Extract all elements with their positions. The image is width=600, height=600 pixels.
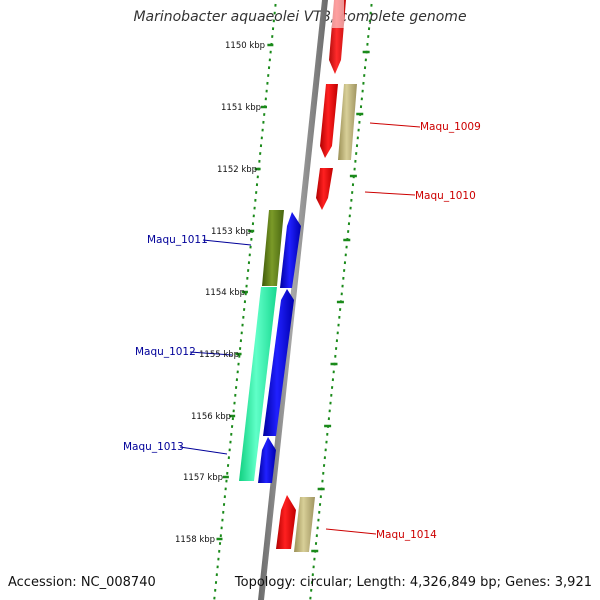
accession-text: Accession: NC_008740	[8, 575, 156, 590]
gene-label-maqu-1013[interactable]: Maqu_1013	[123, 441, 184, 453]
gene-box-tan[interactable]	[338, 84, 357, 160]
gene-label-maqu-1011[interactable]: Maqu_1011	[147, 234, 208, 246]
gene-arrow-blue[interactable]	[258, 437, 276, 483]
tick-label: 1158 kbp	[175, 535, 215, 545]
gene-arrow-red[interactable]	[276, 495, 296, 549]
label-leader-lines	[179, 122, 421, 535]
tick-marks	[216, 43, 370, 553]
tick-label: 1156 kbp	[191, 412, 231, 422]
tick-labels: 1150 kbp 1151 kbp 1152 kbp 1153 kbp 1154…	[175, 41, 265, 545]
gene-arrow-red[interactable]	[316, 168, 333, 210]
gene-labels: Maqu_1009 Maqu_1010 Maqu_1011 Maqu_1012 …	[123, 121, 481, 541]
gene-box-olive[interactable]	[262, 210, 284, 286]
tick-label: 1152 kbp	[217, 165, 257, 175]
tick-label: 1150 kbp	[225, 41, 265, 51]
gene-box-tan[interactable]	[294, 497, 315, 552]
tick-label: 1154 kbp	[205, 288, 245, 298]
gene-arrow-red[interactable]	[320, 84, 338, 158]
forward-strand-genes	[276, 0, 357, 552]
gene-label-maqu-1014[interactable]: Maqu_1014	[376, 529, 437, 541]
gene-arrow-blue[interactable]	[263, 289, 294, 436]
tick-label: 1157 kbp	[183, 473, 223, 483]
gene-label-maqu-1009[interactable]: Maqu_1009	[420, 121, 481, 133]
topology-text: Topology: circular; Length: 4,326,849 bp…	[234, 575, 592, 590]
gene-box-cyan[interactable]	[239, 287, 277, 481]
map-title: Marinobacter aquaeolei VT8, complete gen…	[133, 9, 467, 25]
tick-label: 1155 kbp	[199, 350, 239, 360]
gene-arrow-blue[interactable]	[280, 212, 301, 288]
tick-label: 1153 kbp	[211, 227, 251, 237]
gene-label-maqu-1012[interactable]: Maqu_1012	[135, 346, 196, 358]
gene-label-maqu-1010[interactable]: Maqu_1010	[415, 190, 476, 202]
tick-label: 1151 kbp	[221, 103, 261, 113]
reverse-strand-genes	[239, 210, 301, 483]
